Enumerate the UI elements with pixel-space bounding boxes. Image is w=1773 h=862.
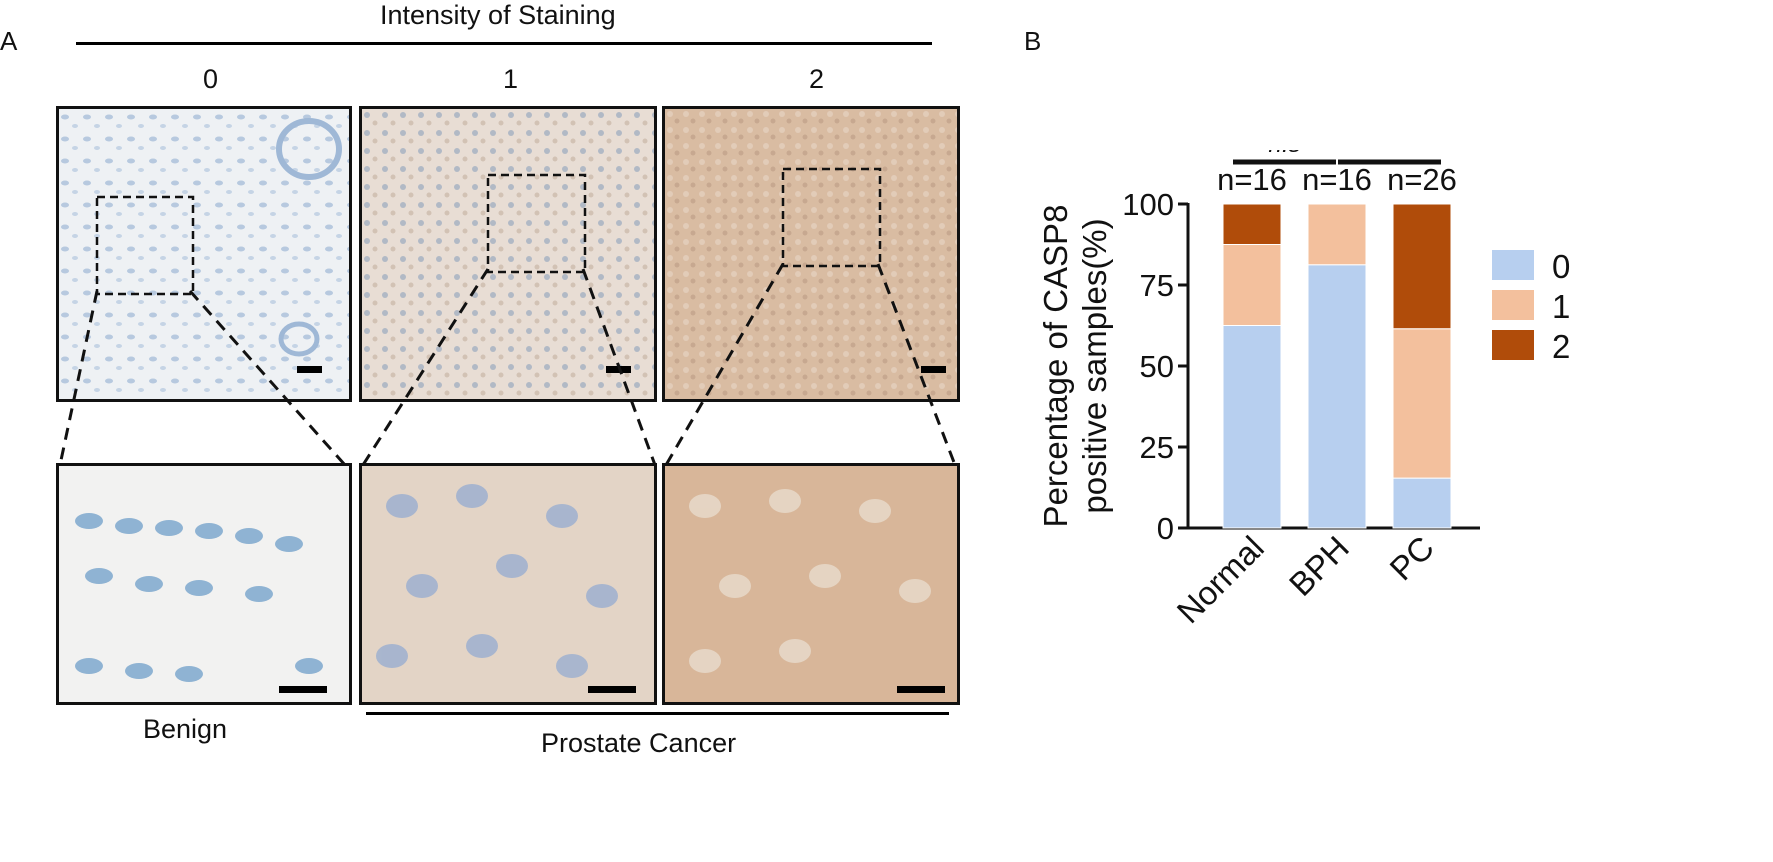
staining-intensity-header: Intensity of Staining [380, 0, 616, 30]
micrograph-cancer-1-overview [359, 106, 657, 402]
intensity-level-2: 2 [809, 64, 825, 94]
sample-size-label: n=16 [1217, 162, 1287, 197]
bar-pc-level-2 [1392, 203, 1452, 330]
y-tick-label: 25 [1140, 430, 1174, 465]
micrograph-benign-zoom [56, 463, 352, 705]
legend-swatch-2 [1492, 330, 1534, 360]
intensity-level-0: 0 [203, 64, 219, 94]
y-tick-label: 50 [1140, 349, 1174, 384]
x-tick-label: Normal [1170, 529, 1271, 630]
micrograph-cancer-2-zoom [662, 463, 960, 705]
bar-normal-level-0 [1222, 325, 1282, 529]
legend-label: 2 [1552, 328, 1570, 365]
panel-b-label: B [1024, 26, 1042, 56]
y-tick-label: 75 [1140, 268, 1174, 303]
micrograph-benign-overview [56, 106, 352, 402]
y-tick-label: 100 [1122, 187, 1174, 222]
stacked-bar-chart: 0 25 50 75 100 Percentage of CASP8 positive sa… [1037, 150, 1570, 630]
significance-label: n.s [1268, 150, 1300, 158]
scale-bar [297, 366, 322, 373]
sample-size-label: n=26 [1387, 162, 1457, 197]
scale-bar [921, 366, 946, 373]
micrograph-cancer-2-overview [662, 106, 960, 402]
bar-pc-level-0 [1392, 477, 1452, 529]
bar-bph-level-1 [1307, 203, 1367, 266]
sample-size-label: n=16 [1302, 162, 1372, 197]
bar-normal-level-2 [1222, 203, 1282, 245]
y-tick-label: 0 [1157, 511, 1174, 546]
x-tick-label: BPH [1282, 529, 1356, 603]
y-axis-title-line-1: Percentage of CASP8 [1037, 205, 1074, 528]
bar-pc-level-1 [1392, 328, 1452, 479]
group-label-benign: Benign [143, 714, 228, 744]
legend-label: 0 [1552, 248, 1570, 285]
bar-bph-level-0 [1307, 264, 1367, 529]
panel-a-label: A [0, 26, 18, 56]
staining-header-rule [76, 42, 932, 45]
significance-label: ** [1380, 150, 1399, 158]
legend-swatch-1 [1492, 290, 1534, 320]
prostate-cancer-rule [366, 712, 949, 715]
y-axis-title-line-2: positive samples(%) [1076, 218, 1113, 513]
group-label-prostate-cancer: Prostate Cancer [541, 728, 737, 758]
bar-normal-level-1 [1222, 244, 1282, 326]
legend-swatch-0 [1492, 250, 1534, 280]
x-tick-label: PC [1382, 529, 1441, 588]
intensity-level-1: 1 [503, 64, 519, 94]
micrograph-cancer-1-zoom [359, 463, 657, 705]
legend-label: 1 [1552, 288, 1570, 325]
